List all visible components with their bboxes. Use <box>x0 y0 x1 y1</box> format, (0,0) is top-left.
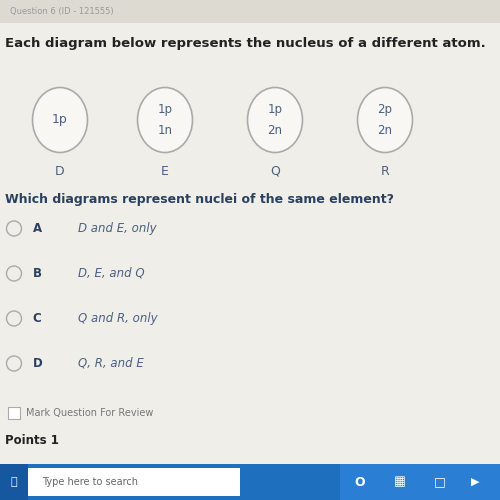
Text: Type here to search: Type here to search <box>42 477 138 487</box>
Text: ▦: ▦ <box>394 476 406 488</box>
Text: E: E <box>161 165 169 178</box>
FancyBboxPatch shape <box>8 407 20 419</box>
Text: Which diagrams represent nuclei of the same element?: Which diagrams represent nuclei of the s… <box>5 192 394 205</box>
Text: ▶: ▶ <box>471 477 479 487</box>
Text: C: C <box>32 312 41 325</box>
Text: 1n: 1n <box>158 124 172 138</box>
Text: 2n: 2n <box>378 124 392 138</box>
Text: D and E, only: D and E, only <box>78 222 156 235</box>
Text: D: D <box>32 357 42 370</box>
Text: Each diagram below represents the nucleus of a different atom.: Each diagram below represents the nucleu… <box>5 38 486 51</box>
Text: D: D <box>55 165 65 178</box>
Text: R: R <box>380 165 390 178</box>
FancyBboxPatch shape <box>0 0 500 22</box>
Text: ⌕: ⌕ <box>10 477 18 487</box>
Text: 1p: 1p <box>52 114 68 126</box>
Text: A: A <box>32 222 42 235</box>
Text: □: □ <box>434 476 446 488</box>
Text: 2n: 2n <box>268 124 282 138</box>
FancyBboxPatch shape <box>340 464 500 500</box>
Text: 2p: 2p <box>378 102 392 116</box>
Text: D, E, and Q: D, E, and Q <box>78 267 144 280</box>
Text: B: B <box>32 267 42 280</box>
Ellipse shape <box>138 88 192 152</box>
Text: Q: Q <box>270 165 280 178</box>
Text: O: O <box>354 476 366 488</box>
FancyBboxPatch shape <box>0 464 500 500</box>
Text: 1p: 1p <box>268 102 282 116</box>
Text: Question 6 (ID - 121555): Question 6 (ID - 121555) <box>10 7 114 16</box>
FancyBboxPatch shape <box>28 468 240 496</box>
Text: Mark Question For Review: Mark Question For Review <box>26 408 154 418</box>
Text: Points 1: Points 1 <box>5 434 59 448</box>
FancyBboxPatch shape <box>0 464 28 500</box>
Ellipse shape <box>32 88 88 152</box>
Ellipse shape <box>358 88 412 152</box>
Text: 1p: 1p <box>158 102 172 116</box>
Ellipse shape <box>248 88 302 152</box>
Text: Q and R, only: Q and R, only <box>78 312 157 325</box>
Text: Q, R, and E: Q, R, and E <box>78 357 144 370</box>
